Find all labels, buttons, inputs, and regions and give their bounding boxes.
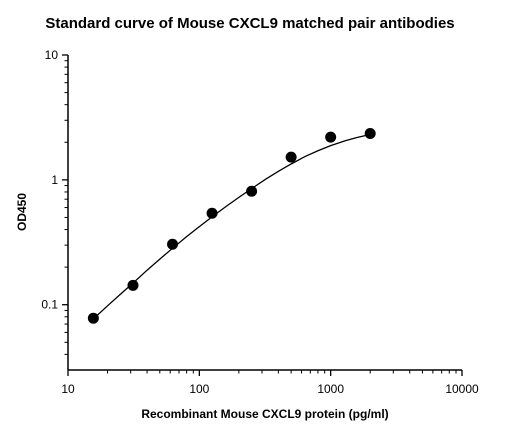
x-tick-label: 10000 (445, 382, 479, 396)
x-tick-label: 100 (189, 382, 209, 396)
chart-title: Standard curve of Mouse CXCL9 matched pa… (45, 15, 454, 32)
data-point (364, 128, 376, 140)
data-point (246, 185, 258, 197)
data-point (325, 131, 337, 143)
data-point (87, 312, 99, 324)
y-axis-ticks: 0.1 1 10 (41, 48, 68, 355)
data-point (206, 207, 218, 219)
x-axis-ticks: 10 100 1000 10000 (61, 370, 479, 396)
x-tick-label: 10 (61, 382, 75, 396)
data-point (127, 279, 139, 291)
x-tick-label: 1000 (317, 382, 344, 396)
x-axis-label: Recombinant Mouse CXCL9 protein (pg/ml) (141, 407, 388, 421)
data-point (285, 151, 297, 163)
data-points (87, 128, 376, 324)
y-tick-label: 10 (45, 48, 59, 62)
data-point (167, 238, 179, 250)
plot-area: 10 100 1000 10000 0.1 1 10 (41, 48, 479, 396)
y-axis-label: OD450 (15, 193, 29, 231)
y-tick-label: 0.1 (41, 298, 58, 312)
fit-curve (92, 133, 371, 320)
y-tick-label: 1 (51, 173, 58, 187)
